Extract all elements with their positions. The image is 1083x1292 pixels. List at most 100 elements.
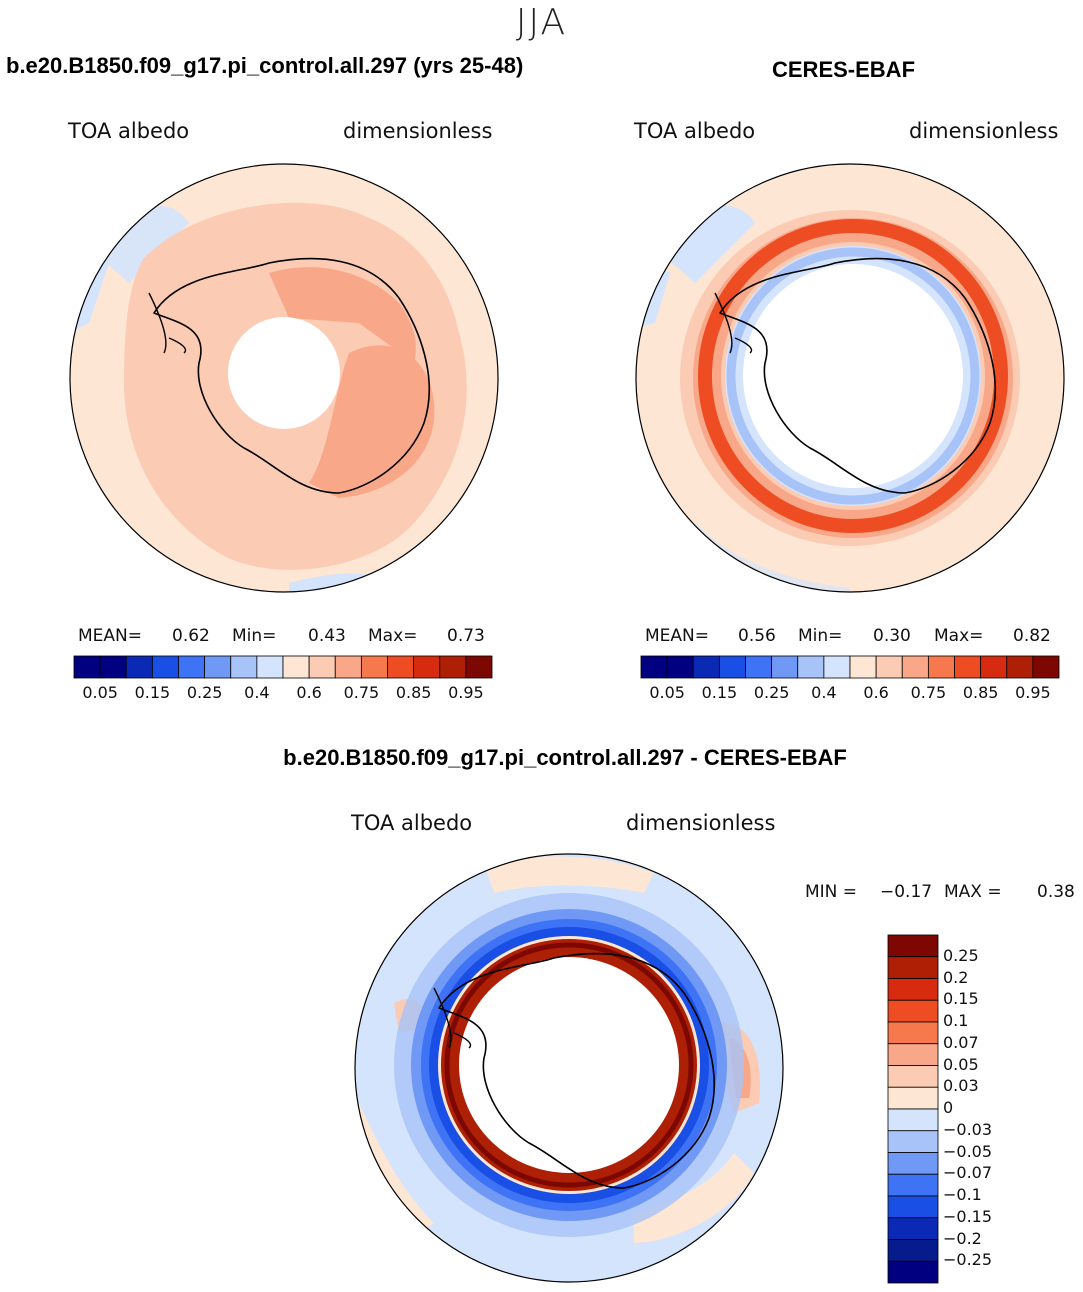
colorbar-tick-label: 0.25 (186, 683, 223, 702)
obs-max-value: 0.82 (1013, 626, 1051, 646)
diff-colorbar (887, 934, 939, 1284)
model-mean-value: 0.62 (172, 626, 210, 646)
obs-mean-label: MEAN= (645, 626, 709, 646)
colorbar-tick-label: 0.15 (134, 683, 171, 702)
colorbar-box (282, 655, 310, 679)
colorbar-box (1006, 655, 1034, 679)
model-min-value: 0.43 (308, 626, 346, 646)
colorbar-tick-label: 0.95 (448, 683, 484, 702)
colorbar-tick-label: 0.4 (244, 683, 270, 702)
colorbar-box (439, 655, 467, 679)
colorbar-box (230, 655, 258, 679)
diff-colorbar-box (887, 978, 939, 1001)
colorbar-box (927, 655, 955, 679)
colorbar-box (413, 655, 441, 679)
diff-colorbar-box (887, 1021, 939, 1045)
obs-min-label: Min= (798, 626, 843, 646)
diff-colorbar-box (887, 1130, 939, 1153)
colorbar-box (666, 655, 694, 679)
diff-colorbar-tick-label: 0.25 (943, 945, 979, 965)
diff-colorbar-box (887, 934, 939, 958)
diff-colorbar-box (887, 1217, 939, 1240)
obs-panel-title: CERES-EBAF (772, 57, 916, 82)
model-mean-label: MEAN= (78, 626, 142, 646)
diff-colorbar-tick-label: −0.03 (943, 1119, 993, 1139)
colorbar-tick-label: 0.05 (649, 683, 685, 702)
colorbar-tick-label: 0.6 (296, 683, 322, 702)
colorbar-tick-label: 0.75 (343, 683, 380, 702)
model-max-label: Max= (368, 626, 418, 646)
model-units-label: dimensionless (343, 119, 493, 143)
colorbar-box (980, 655, 1008, 679)
obs-units-label: dimensionless (909, 119, 1059, 143)
diff-units-label: dimensionless (626, 811, 776, 835)
colorbar-box (334, 655, 362, 679)
diff-colorbar-tick-label: 0.03 (943, 1076, 979, 1096)
colorbar-box (901, 655, 929, 679)
colorbar-box (465, 655, 493, 679)
model-panel-title: b.e20.B1850.f09_g17.pi_control.all.297 (… (6, 53, 524, 78)
colorbar-tick-label: 0.05 (82, 683, 118, 702)
diff-min-label: MIN = (805, 882, 858, 902)
colorbar-box (640, 655, 668, 679)
colorbar-tick-label: 0.25 (753, 683, 790, 702)
diff-colorbar-box (887, 1260, 939, 1284)
colorbar-tick-label: 0.15 (701, 683, 738, 702)
colorbar-box (823, 655, 851, 679)
model-colorbar (73, 655, 493, 679)
diff-colorbar-tick-label: 0.2 (943, 967, 969, 987)
diff-colorbar-box (887, 1152, 939, 1175)
diff-panel-title: b.e20.B1850.f09_g17.pi_control.all.297 -… (283, 745, 847, 770)
colorbar-box (178, 655, 206, 679)
colorbar-tick-label: 0.6 (863, 683, 889, 702)
colorbar-tick-label: 0.75 (910, 683, 947, 702)
diff-colorbar-tick-label: 0 (943, 1098, 954, 1117)
colorbar-box (771, 655, 799, 679)
diff-colorbar-tick-label: −0.25 (943, 1250, 993, 1270)
diff-colorbar-tick-label: −0.2 (943, 1228, 982, 1248)
obs-colorbar (640, 655, 1060, 679)
diff-colorbar-tick-label: −0.05 (943, 1141, 993, 1161)
colorbar-box (718, 655, 746, 679)
diff-colorbar-box (887, 956, 939, 979)
diff-colorbar-tick-label: 0.05 (943, 1054, 979, 1074)
colorbar-box (308, 655, 336, 679)
diff-colorbar-tick-label: 0.07 (943, 1032, 979, 1052)
colorbar-box (360, 655, 388, 679)
colorbar-box (692, 655, 720, 679)
obs-mean-value: 0.56 (738, 626, 776, 646)
obs-min-value: 0.30 (873, 626, 911, 646)
colorbar-box (797, 655, 825, 679)
colorbar-tick-label: 0.4 (811, 683, 837, 702)
diff-colorbar-box (887, 1108, 939, 1132)
diff-colorbar-tick-label: −0.07 (943, 1163, 993, 1183)
model-min-label: Min= (232, 626, 277, 646)
diff-max-value: 0.38 (1037, 882, 1075, 902)
colorbar-tick-label: 0.95 (1015, 683, 1051, 702)
colorbar-box (1032, 655, 1060, 679)
diff-colorbar-box (887, 1239, 939, 1262)
colorbar-box (151, 655, 179, 679)
model-variable-label: TOA albedo (68, 119, 190, 143)
colorbar-box (204, 655, 232, 679)
diff-colorbar-box (887, 1173, 939, 1197)
colorbar-box (387, 655, 415, 679)
colorbar-box (99, 655, 127, 679)
diff-colorbar-box (887, 1065, 939, 1088)
colorbar-box (745, 655, 773, 679)
diff-max-label: MAX = (944, 882, 1002, 902)
colorbar-box (849, 655, 877, 679)
diff-variable-label: TOA albedo (351, 811, 473, 835)
diff-colorbar-tick-label: −0.15 (943, 1206, 993, 1226)
obs-polar-map (635, 163, 1065, 593)
model-max-value: 0.73 (447, 626, 485, 646)
diff-colorbar-tick-label: 0.1 (943, 1011, 969, 1030)
model-polar-map (69, 163, 499, 593)
obs-variable-label: TOA albedo (634, 119, 756, 143)
diff-polar-map (354, 853, 784, 1283)
colorbar-box (73, 655, 101, 679)
colorbar-box (125, 655, 153, 679)
diff-colorbar-box (887, 999, 939, 1023)
diff-colorbar-box (887, 1195, 939, 1219)
colorbar-tick-label: 0.85 (962, 683, 999, 702)
